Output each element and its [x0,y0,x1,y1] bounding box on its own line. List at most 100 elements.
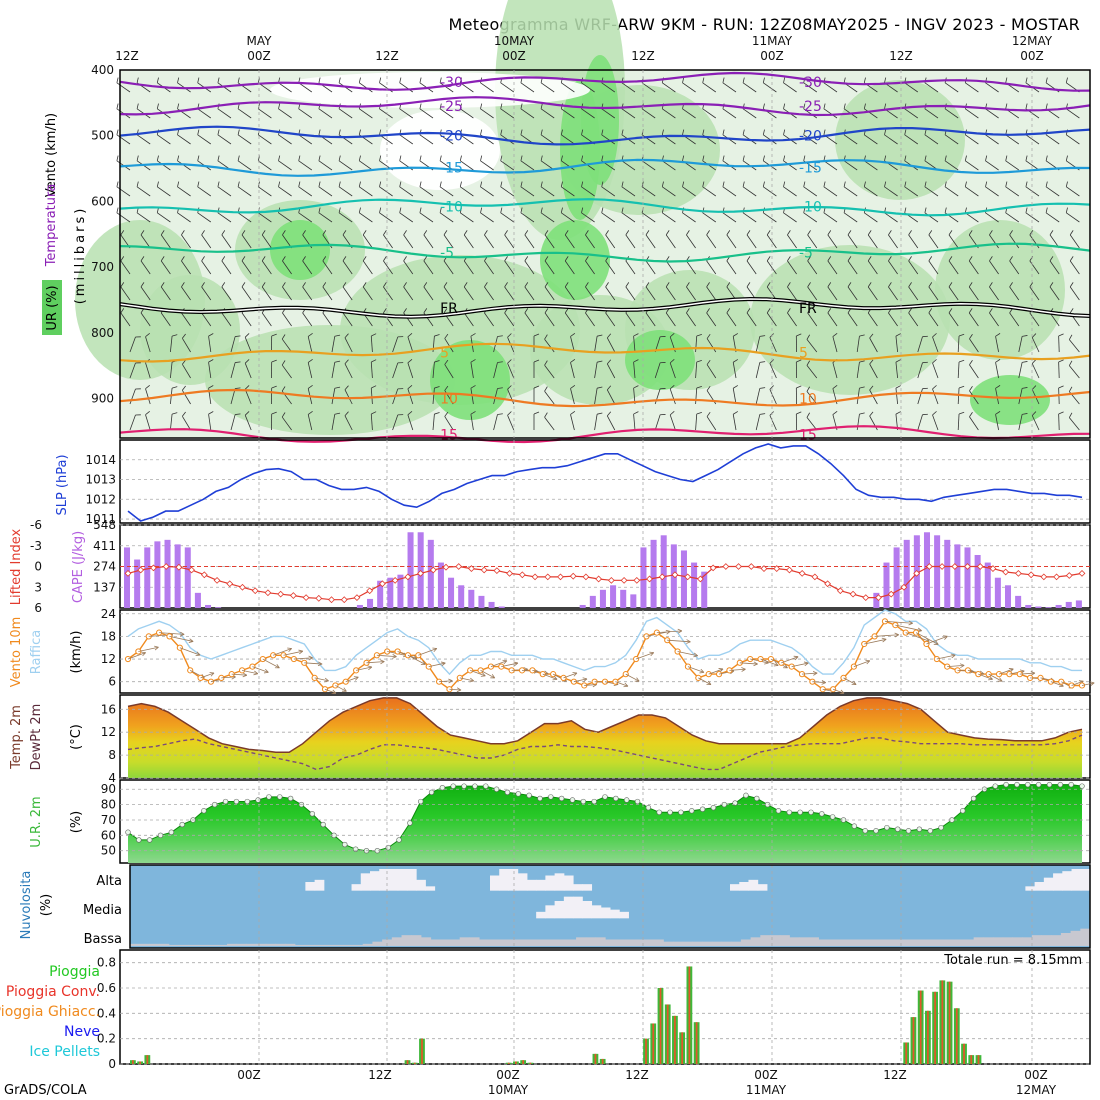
wind-barb-flag [217,129,220,135]
wind-barb [787,282,797,301]
wind-barb-staff [244,363,252,379]
wind-barb [544,230,555,249]
wind-barb-flag [948,308,953,314]
wind-barb-staff [302,260,313,275]
rh-high-area [581,55,619,185]
wind-arrow [947,663,965,669]
wind-barb-flag [669,385,675,390]
wind-barb-staff [129,388,136,405]
wind-barb-staff [989,312,999,327]
wind-barb-flag [948,230,953,236]
wind-barb [208,411,214,431]
wind-barb-flag [136,103,139,109]
wind-barb-flag [922,335,928,338]
wind-barb-staff [379,212,393,223]
wind-barb-staff [695,336,698,353]
wind-barb-flag [806,360,811,366]
wind-barb-flag [318,77,321,83]
wind-barb-staff [258,212,272,223]
wind-barb-staff [359,160,373,171]
wind-barb-staff [201,312,212,327]
wind-barb-staff [221,234,232,249]
axis-label-wind10m: Vento 10m [9,617,24,688]
wind-barb [544,308,555,327]
wind-barb-flag [904,129,907,135]
rh-point [407,820,413,826]
wind-barb [221,256,232,275]
wind-barb-flag [500,103,503,109]
wind-barb-flag [307,385,313,389]
wind-barb [807,256,818,275]
rh-point [786,809,792,815]
wind-arrow-shaft [853,660,870,667]
wind-barb-staff [444,338,454,353]
wind-barb-flag [358,181,361,187]
cloud-cell-low [217,944,228,946]
wind-barb [847,230,858,249]
wind-arrow [314,677,329,683]
wind-barb-staff [843,160,858,171]
wind-barb-flag [140,282,145,288]
wind-barb-staff [755,336,761,353]
wind-barb-staff [807,260,818,275]
wind-barb-flag [434,334,440,337]
cape-bar [154,541,161,608]
wind-barb-staff [460,108,474,119]
wind-arrow-shaft [677,651,698,657]
lifted-index-point [264,589,272,597]
cloud-cell-low [789,937,800,946]
wind-arrow-shaft [1050,681,1064,687]
wind-barb-flag [869,359,874,365]
wind-barb-flag [958,333,965,337]
lifted-index-point [417,570,424,577]
date-tick: 11MAY [746,1083,787,1097]
wind-barb [208,333,214,353]
wind-barb-staff [654,362,661,379]
cloud-cell-high [508,869,519,891]
wind-barb-staff [282,312,292,327]
wind-barb [869,385,878,405]
wind-barb-staff [140,260,151,275]
lifted-index-point [735,563,742,570]
wind-barb-flag [145,411,150,416]
wind-barb-flag [924,129,927,135]
axis-unit-clouds: (%) [39,894,54,917]
wind-barb-staff [258,186,272,197]
time-tick: 12Z [883,1068,907,1082]
wind-arrow-head [881,637,887,643]
wind-barb-staff [585,312,595,327]
wind-barb-flag [1058,411,1064,415]
wind-barb-flag [208,333,214,337]
wind-barb [362,230,373,249]
wind-arrow [335,685,347,692]
slp-tick: 1011 [85,512,116,526]
wind-barb-staff [633,414,636,431]
wind-barb-staff [783,212,797,223]
wind-barb-staff [520,82,535,93]
cloud-cell-low [993,937,1004,946]
wind-barb [504,256,515,275]
wind-barb-staff [500,186,515,197]
wind-tick: 18 [101,629,116,643]
wind-point [353,667,360,674]
wind-barb-staff [888,260,898,275]
wind-barb-staff [581,82,595,93]
wind-barb-staff [182,364,191,379]
wind-barb-staff [806,339,818,353]
wind-barb-staff [783,160,797,171]
wind-barb [160,282,171,301]
wind-barb-flag [177,129,180,135]
cloud-cell-high [406,869,417,891]
rh-point [613,795,619,802]
wind-barb-flag [371,411,377,415]
wind-arrow-head [502,659,508,665]
wind-barb-flag [1045,103,1048,109]
wind-barb [766,230,777,249]
wind-barb [544,360,555,379]
lifted-index-point [468,565,475,572]
wind-barb-staff [561,186,575,197]
wind-barb-flag [344,385,349,391]
wind-barb-staff [1005,134,1020,145]
wind-barb [338,207,353,223]
temp-tick: 8 [108,748,116,762]
